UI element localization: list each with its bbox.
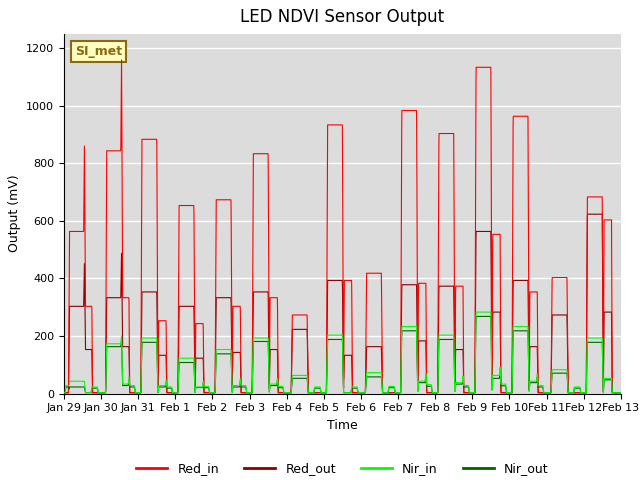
Nir_in [274, 376, 282, 382]
Nir_in [546, 390, 554, 396]
Red_out [584, 211, 591, 217]
Red_in [60, 390, 68, 396]
Red_out [546, 390, 554, 396]
Red_in [118, 57, 125, 63]
Nir_out [546, 390, 554, 396]
Red_out [298, 326, 305, 332]
Legend: Red_in, Red_out, Nir_in, Nir_out: Red_in, Red_out, Nir_in, Nir_out [131, 457, 554, 480]
Red_out [617, 390, 625, 396]
Red_in [157, 318, 164, 324]
Red_in [124, 295, 132, 300]
Line: Nir_out: Nir_out [64, 316, 621, 393]
Red_out [60, 390, 68, 396]
Nir_out [298, 375, 305, 381]
Red_in [617, 390, 625, 396]
Text: SI_met: SI_met [75, 45, 122, 58]
Nir_out [617, 390, 625, 396]
Line: Nir_in: Nir_in [64, 312, 621, 393]
Nir_out [274, 378, 282, 384]
Nir_in [617, 390, 625, 396]
Red_in [298, 312, 306, 318]
X-axis label: Time: Time [327, 419, 358, 432]
Nir_in [606, 375, 614, 381]
Nir_in [157, 383, 164, 388]
Red_in [606, 217, 614, 223]
Nir_in [298, 372, 305, 378]
Nir_in [472, 309, 480, 315]
Red_in [274, 328, 282, 334]
Nir_out [606, 377, 614, 383]
Title: LED NDVI Sensor Output: LED NDVI Sensor Output [241, 9, 444, 26]
Red_out [157, 352, 164, 358]
Nir_in [60, 390, 68, 396]
Nir_out [157, 384, 164, 390]
Nir_out [472, 313, 480, 319]
Red_out [606, 309, 614, 315]
Nir_in [124, 381, 131, 387]
Red_out [124, 344, 131, 349]
Y-axis label: Output (mV): Output (mV) [8, 175, 20, 252]
Nir_out [124, 383, 131, 388]
Nir_out [60, 390, 68, 396]
Red_out [274, 351, 282, 357]
Line: Red_in: Red_in [64, 60, 621, 393]
Red_in [546, 390, 554, 396]
Line: Red_out: Red_out [64, 214, 621, 393]
